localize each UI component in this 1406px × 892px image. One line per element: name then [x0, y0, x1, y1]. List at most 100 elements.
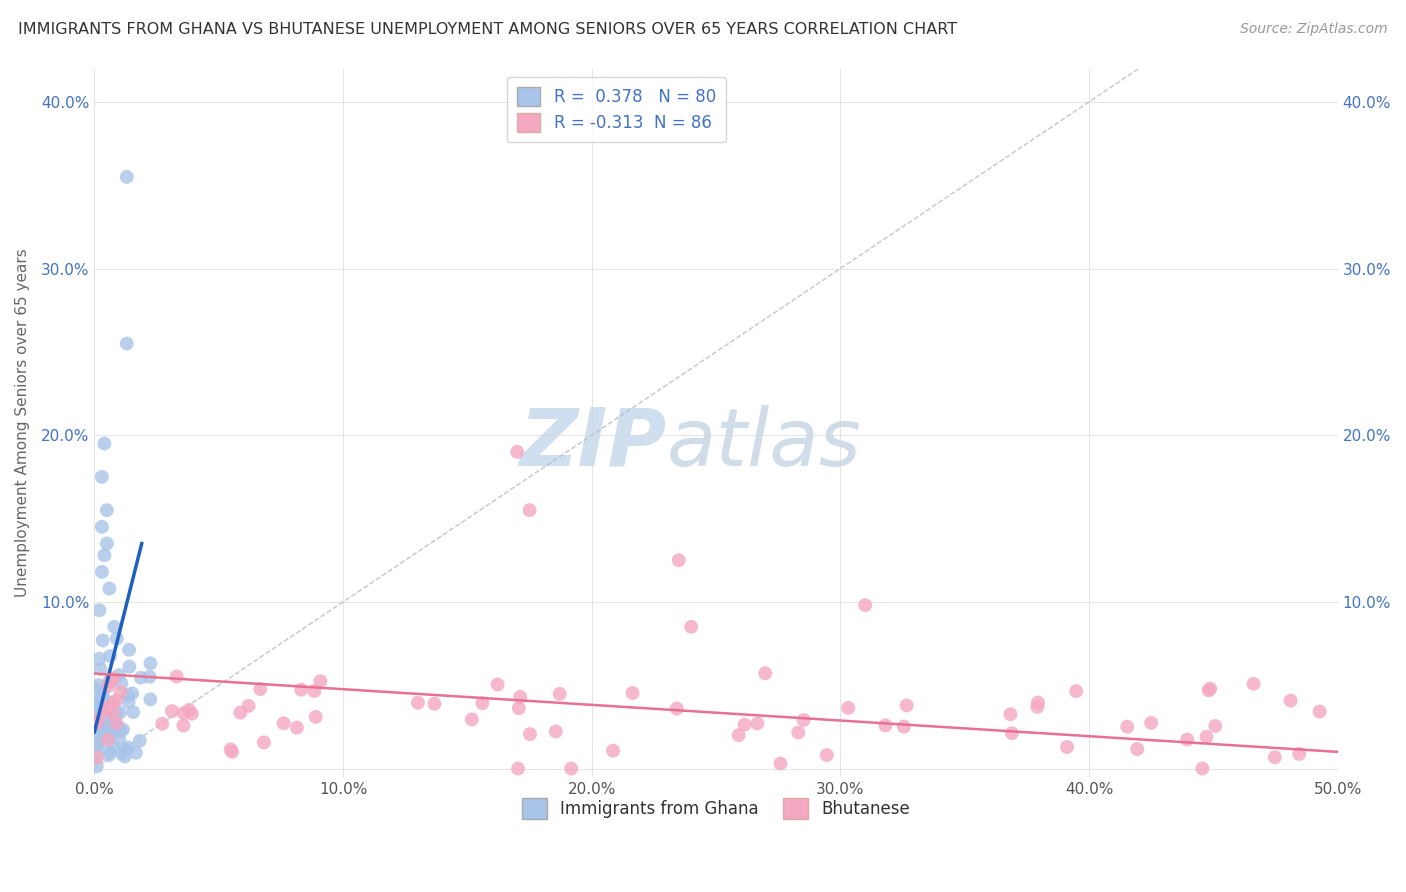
Point [105, 720, 128, 734]
Point [160, 704, 183, 718]
Point [219, 742, 242, 756]
Y-axis label: Unemployment Among Seniors over 65 years: Unemployment Among Seniors over 65 years [15, 248, 30, 597]
Point [1175, 732, 1198, 747]
Point [86, 759, 108, 773]
Point [89, 662, 111, 676]
Point [91, 692, 114, 706]
Point [177, 703, 200, 717]
Point [98, 582, 121, 596]
Point [110, 724, 132, 739]
Point [166, 669, 188, 683]
Point [423, 697, 446, 711]
Text: IMMIGRANTS FROM GHANA VS BHUTANESE UNEMPLOYMENT AMONG SENIORS OVER 65 YEARS CORR: IMMIGRANTS FROM GHANA VS BHUTANESE UNEMP… [18, 22, 957, 37]
Point [90, 565, 112, 579]
Point [129, 671, 152, 685]
Point [1000, 707, 1022, 722]
Point [815, 747, 838, 762]
Point [105, 723, 128, 738]
Point [105, 706, 128, 720]
Point [114, 742, 136, 756]
Point [84, 716, 107, 731]
Point [103, 620, 125, 634]
Point [121, 686, 143, 700]
Point [125, 746, 148, 760]
Point [853, 598, 876, 612]
Point [304, 684, 326, 698]
Point [602, 744, 624, 758]
Point [98, 715, 121, 730]
Point [87, 712, 110, 726]
Point [89, 693, 111, 707]
Point [87, 732, 110, 747]
Point [84, 695, 107, 709]
Point [1199, 681, 1222, 696]
Point [128, 733, 150, 747]
Point [290, 682, 312, 697]
Point [769, 756, 792, 771]
Point [110, 676, 132, 690]
Point [273, 716, 295, 731]
Point [94, 703, 117, 717]
Point [506, 445, 529, 459]
Point [93, 548, 115, 562]
Point [506, 762, 529, 776]
Point [1195, 730, 1218, 744]
Point [87, 738, 110, 752]
Point [1126, 742, 1149, 756]
Point [747, 716, 769, 731]
Point [86, 750, 108, 764]
Point [97, 679, 120, 693]
Point [114, 749, 136, 764]
Point [93, 702, 115, 716]
Point [1309, 705, 1331, 719]
Point [86, 747, 108, 761]
Point [105, 716, 128, 731]
Point [305, 710, 328, 724]
Point [105, 632, 128, 646]
Point [90, 724, 112, 739]
Point [108, 668, 131, 682]
Point [89, 697, 111, 711]
Point [91, 688, 114, 702]
Point [896, 698, 918, 713]
Point [173, 706, 195, 721]
Point [548, 687, 571, 701]
Point [100, 674, 122, 689]
Point [1140, 715, 1163, 730]
Point [621, 686, 644, 700]
Point [754, 666, 776, 681]
Point [486, 677, 509, 691]
Point [229, 706, 252, 720]
Point [508, 701, 530, 715]
Point [139, 692, 162, 706]
Point [115, 169, 138, 184]
Point [1026, 699, 1049, 714]
Point [1264, 750, 1286, 764]
Point [117, 688, 139, 702]
Point [875, 718, 897, 732]
Point [98, 673, 121, 688]
Point [90, 470, 112, 484]
Point [111, 747, 134, 761]
Point [150, 716, 173, 731]
Point [100, 674, 122, 689]
Point [138, 670, 160, 684]
Point [180, 706, 202, 721]
Point [103, 672, 125, 686]
Point [94, 717, 117, 731]
Point [1026, 696, 1049, 710]
Point [893, 720, 915, 734]
Point [1204, 719, 1226, 733]
Point [837, 701, 859, 715]
Point [172, 718, 194, 732]
Point [91, 633, 114, 648]
Point [668, 553, 690, 567]
Point [97, 732, 120, 747]
Point [117, 740, 139, 755]
Point [406, 696, 429, 710]
Point [115, 336, 138, 351]
Point [118, 659, 141, 673]
Point [98, 745, 121, 759]
Point [111, 723, 134, 737]
Point [89, 651, 111, 665]
